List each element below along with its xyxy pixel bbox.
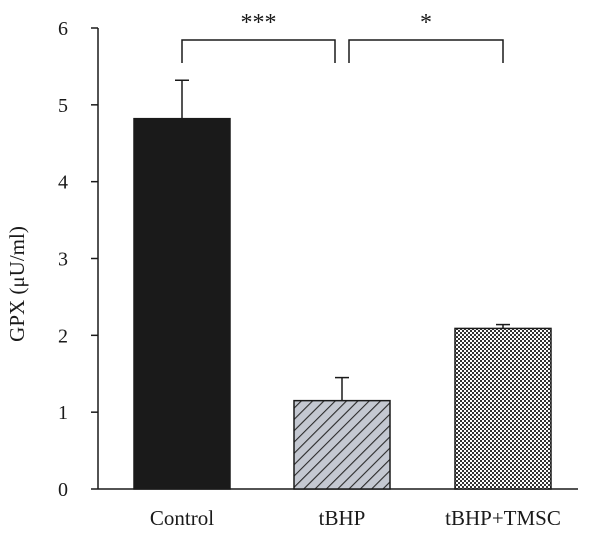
y-axis: 0 1 2 3 4 5 6 bbox=[58, 18, 99, 501]
significance-label: *** bbox=[241, 10, 277, 36]
x-tick-label: tBHP+TMSC bbox=[445, 506, 561, 530]
x-tick-label: tBHP bbox=[319, 506, 366, 530]
x-axis: Control tBHP tBHP+TMSC bbox=[98, 488, 578, 530]
significance-label: * bbox=[420, 10, 432, 36]
bar-control bbox=[133, 117, 231, 490]
y-tick-label: 3 bbox=[58, 249, 68, 271]
y-tick-label: 1 bbox=[58, 402, 68, 424]
error-bars bbox=[175, 79, 510, 401]
y-tick-label: 6 bbox=[58, 18, 68, 40]
significance-bracket bbox=[181, 39, 336, 63]
y-axis-label: GPX (μU/ml) bbox=[5, 226, 29, 342]
significance-brackets: *** * bbox=[181, 10, 504, 63]
y-tick-label: 5 bbox=[58, 95, 68, 117]
y-tick-label: 2 bbox=[58, 325, 68, 347]
y-tick-label: 4 bbox=[58, 172, 68, 194]
bar-tbhp bbox=[293, 399, 391, 490]
x-tick-label: Control bbox=[150, 506, 214, 530]
significance-bracket bbox=[348, 39, 504, 63]
bar-tbhp-tmsc bbox=[454, 327, 552, 490]
bars bbox=[133, 117, 552, 490]
y-tick-label: 0 bbox=[58, 479, 68, 501]
